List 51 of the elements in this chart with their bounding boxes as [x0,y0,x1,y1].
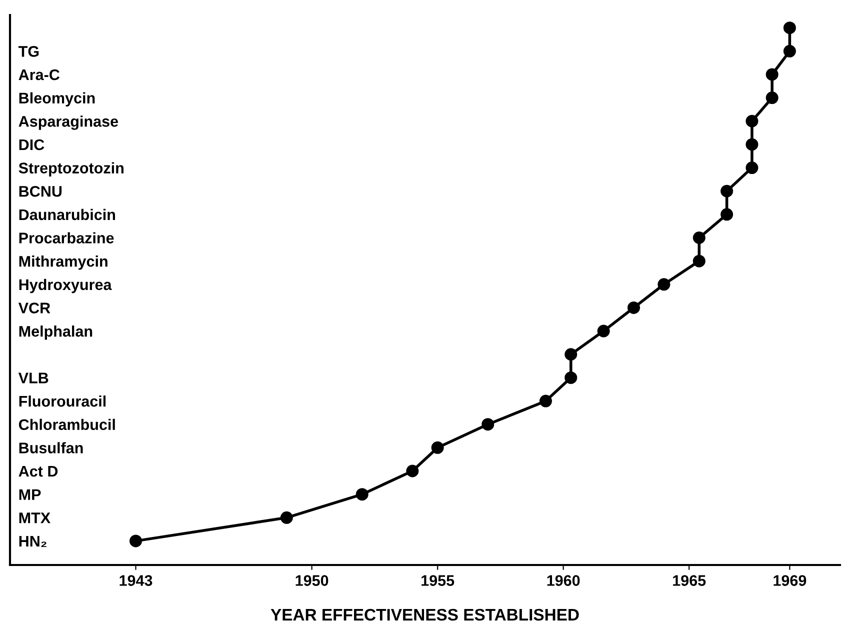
y-tick-label: Ara-C [18,69,60,80]
x-axis-title: YEAR EFFECTIVENESS ESTABLISHED [270,608,579,621]
y-tick-label: Bleomycin [19,92,95,107]
y-tick-label: Streptozotozin [18,162,124,176]
point [746,114,758,128]
point [658,278,670,291]
point [692,232,706,244]
x-tick-label: 1969 [774,575,806,586]
x-tick-label: 1955 [422,575,454,586]
x-tick-label: 1960 [547,575,580,586]
y-tick-label: MP [19,489,41,500]
point [539,394,552,408]
point [766,68,778,81]
y-tick-label: Mithramycin [19,256,108,270]
point [783,22,796,34]
point [766,92,778,104]
point [720,184,734,198]
y-tick-label: Daunarubicin [19,208,116,220]
y-tick-label: Chlorambucil [18,418,115,430]
y-tick-label: Asparaginase [18,116,118,130]
y-tick-label: TG [18,46,39,57]
point [482,418,494,431]
point [356,488,368,501]
point [431,441,444,454]
y-tick-label: Fluorouracil [19,395,106,407]
y-tick-label: Melphalan [19,326,92,340]
y-tick-label: Hydroxyurea [19,278,112,294]
point [280,511,293,524]
point [597,324,610,338]
point [746,162,758,174]
y-tick-label: VLB [18,372,48,384]
y-tick-label: Procarbazine [19,232,114,244]
x-tick-label: 1943 [120,575,152,586]
y-tick-label: Act D [18,466,58,477]
y-tick-label: MTX [19,512,50,524]
y-tick-label: Busulfan [19,442,83,454]
y-tick-label: HN₂ [19,536,46,547]
y-tick-label: BCNU [19,186,62,197]
x-tick-label: 1965 [673,575,706,586]
point [628,301,640,314]
point [720,208,734,221]
y-tick-label: DIC [19,139,44,150]
y-tick-label: VCR [18,302,50,314]
x-tick-label: 1950 [296,575,328,586]
point [130,534,142,548]
point [692,254,706,268]
point [564,348,578,361]
point [406,464,419,478]
point [746,138,758,151]
point [783,44,796,58]
point [564,371,578,384]
